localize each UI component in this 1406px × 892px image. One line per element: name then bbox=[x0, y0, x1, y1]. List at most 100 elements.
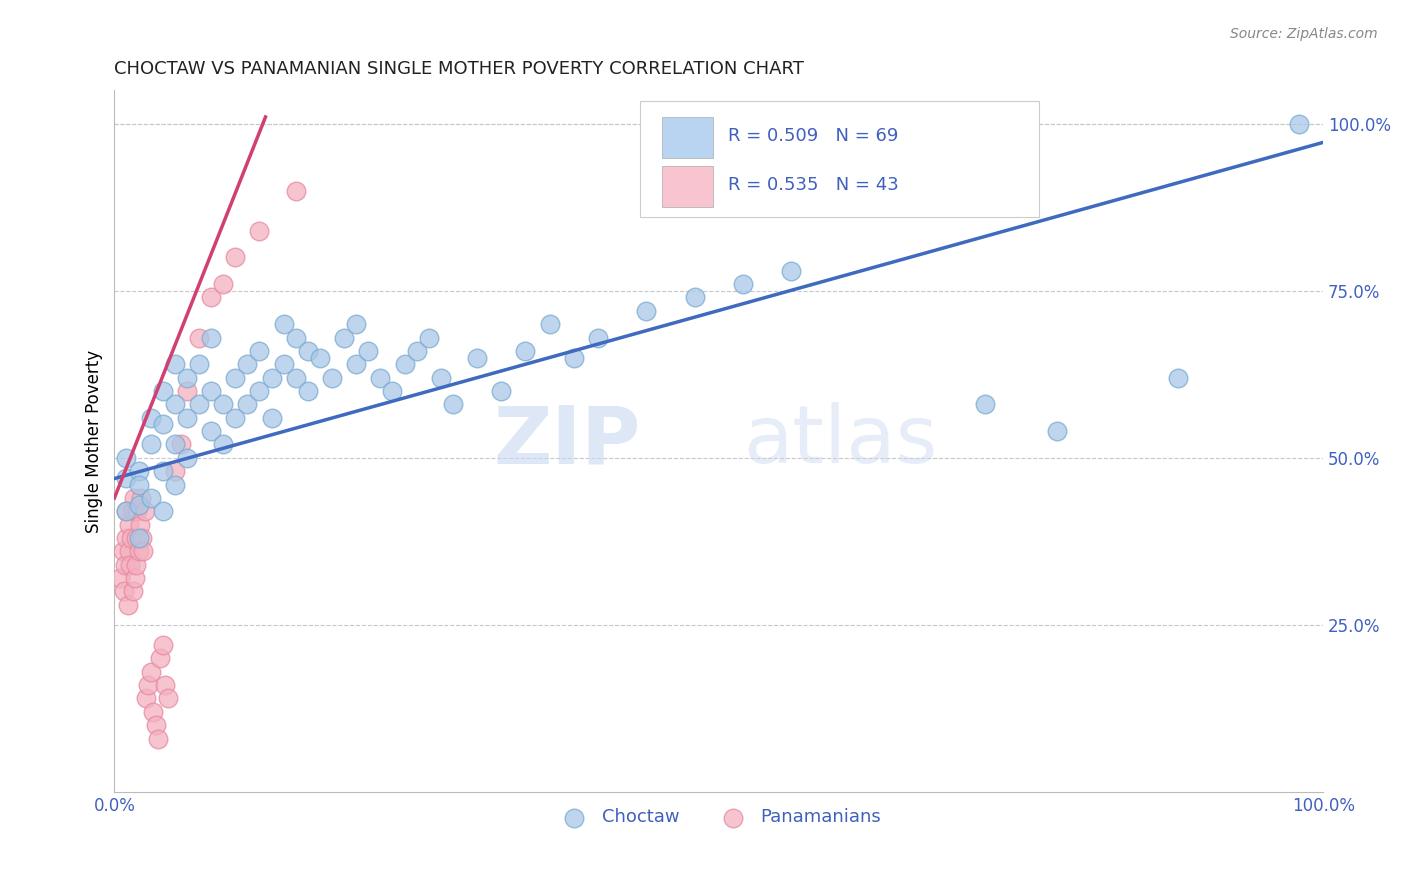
Point bbox=[152, 417, 174, 432]
Point bbox=[273, 317, 295, 331]
Text: R = 0.535   N = 43: R = 0.535 N = 43 bbox=[728, 176, 900, 194]
Point bbox=[586, 330, 609, 344]
Point bbox=[284, 370, 307, 384]
Text: ZIP: ZIP bbox=[494, 402, 640, 480]
FancyBboxPatch shape bbox=[640, 101, 1039, 217]
Point bbox=[139, 410, 162, 425]
Point bbox=[260, 410, 283, 425]
Point bbox=[131, 531, 153, 545]
Point bbox=[134, 504, 156, 518]
Point bbox=[121, 504, 143, 518]
Point bbox=[176, 384, 198, 398]
Point bbox=[118, 517, 141, 532]
FancyBboxPatch shape bbox=[662, 117, 713, 159]
Point bbox=[357, 343, 380, 358]
Point bbox=[381, 384, 404, 398]
Legend: Choctaw, Panamanians: Choctaw, Panamanians bbox=[550, 801, 889, 833]
Point bbox=[212, 437, 235, 451]
Point bbox=[370, 370, 392, 384]
Point bbox=[156, 691, 179, 706]
Point bbox=[120, 531, 142, 545]
Point bbox=[236, 357, 259, 371]
Point bbox=[260, 370, 283, 384]
Point bbox=[309, 351, 332, 365]
Point bbox=[117, 598, 139, 612]
Point bbox=[152, 638, 174, 652]
Point bbox=[114, 558, 136, 572]
Point bbox=[135, 691, 157, 706]
Point bbox=[200, 330, 222, 344]
Point bbox=[297, 384, 319, 398]
Point bbox=[122, 491, 145, 505]
Point bbox=[188, 330, 211, 344]
Point bbox=[128, 477, 150, 491]
Point bbox=[129, 491, 152, 505]
Point bbox=[128, 531, 150, 545]
Point bbox=[188, 357, 211, 371]
Point bbox=[163, 357, 186, 371]
Point bbox=[1288, 117, 1310, 131]
Point bbox=[200, 290, 222, 304]
Point bbox=[115, 531, 138, 545]
Y-axis label: Single Mother Poverty: Single Mother Poverty bbox=[86, 350, 103, 533]
Point bbox=[125, 531, 148, 545]
Point bbox=[284, 184, 307, 198]
Point bbox=[731, 277, 754, 291]
Point bbox=[538, 317, 561, 331]
Text: R = 0.509   N = 69: R = 0.509 N = 69 bbox=[728, 127, 898, 145]
Point bbox=[152, 384, 174, 398]
Point bbox=[127, 504, 149, 518]
Point bbox=[973, 397, 995, 411]
Point bbox=[152, 504, 174, 518]
Point bbox=[284, 330, 307, 344]
Point bbox=[188, 397, 211, 411]
Point bbox=[115, 504, 138, 518]
Point bbox=[115, 471, 138, 485]
Point bbox=[273, 357, 295, 371]
Point bbox=[249, 384, 271, 398]
Point bbox=[125, 558, 148, 572]
Point bbox=[636, 303, 658, 318]
Point bbox=[344, 317, 367, 331]
Point bbox=[1167, 370, 1189, 384]
Point bbox=[128, 464, 150, 478]
Point bbox=[683, 290, 706, 304]
Point bbox=[224, 370, 246, 384]
Point bbox=[136, 678, 159, 692]
Point bbox=[321, 370, 343, 384]
Point bbox=[124, 571, 146, 585]
Point bbox=[132, 544, 155, 558]
Point bbox=[249, 224, 271, 238]
Point bbox=[249, 343, 271, 358]
Point bbox=[176, 370, 198, 384]
Point bbox=[128, 544, 150, 558]
FancyBboxPatch shape bbox=[662, 166, 713, 208]
Point bbox=[465, 351, 488, 365]
Point bbox=[163, 397, 186, 411]
Point bbox=[146, 731, 169, 746]
Point bbox=[153, 678, 176, 692]
Point bbox=[344, 357, 367, 371]
Point bbox=[405, 343, 427, 358]
Point bbox=[152, 464, 174, 478]
Point bbox=[333, 330, 356, 344]
Text: atlas: atlas bbox=[742, 402, 938, 480]
Point bbox=[176, 410, 198, 425]
Point bbox=[297, 343, 319, 358]
Point bbox=[139, 491, 162, 505]
Point bbox=[163, 477, 186, 491]
Point bbox=[418, 330, 440, 344]
Point bbox=[1046, 424, 1069, 438]
Point bbox=[145, 718, 167, 732]
Point bbox=[780, 263, 803, 277]
Point bbox=[163, 464, 186, 478]
Point bbox=[118, 544, 141, 558]
Point bbox=[120, 558, 142, 572]
Point bbox=[121, 584, 143, 599]
Point bbox=[176, 450, 198, 465]
Point bbox=[515, 343, 537, 358]
Point bbox=[139, 665, 162, 679]
Point bbox=[441, 397, 464, 411]
Point bbox=[212, 277, 235, 291]
Point bbox=[115, 504, 138, 518]
